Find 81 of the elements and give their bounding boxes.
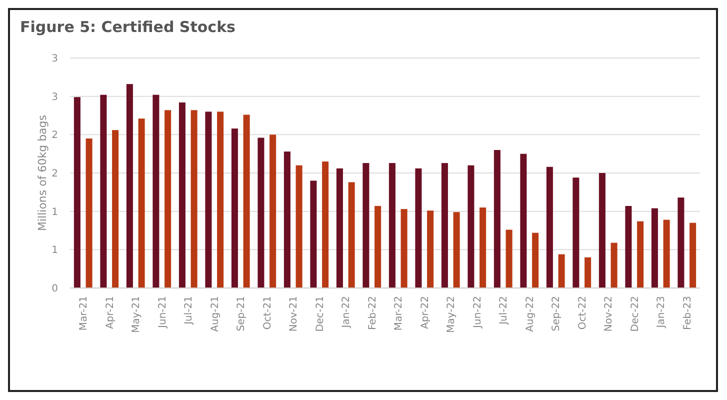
bar (164, 110, 172, 288)
bar (453, 212, 460, 288)
bar (663, 220, 670, 288)
bar (284, 152, 290, 288)
bar (112, 130, 119, 288)
bar (637, 221, 644, 288)
x-tick-label: May-21 (131, 296, 142, 333)
bar (258, 138, 264, 288)
bar (374, 206, 382, 288)
bar (598, 173, 606, 288)
x-tick-label: Oct-22 (577, 296, 588, 330)
x-tick-label: Dec-22 (630, 296, 641, 332)
x-tick-label: Nov-22 (604, 296, 615, 332)
bar (152, 94, 160, 288)
x-tick-label: Jan-23 (656, 296, 668, 329)
x-tick-label: Nov-21 (288, 296, 300, 332)
x-tick-label: Oct-21 (262, 296, 274, 330)
x-tick-label: Feb-23 (682, 296, 694, 330)
bar (468, 165, 474, 288)
x-tick-label: Jun-21 (157, 296, 168, 329)
bar (678, 198, 684, 288)
bar (348, 182, 355, 288)
bar (336, 168, 343, 288)
bar (388, 163, 396, 288)
y-tick-label: 1 (52, 245, 58, 256)
bar (480, 208, 486, 288)
bar (625, 206, 632, 288)
bar (427, 210, 434, 288)
bar (86, 138, 92, 288)
bar (494, 150, 500, 288)
bar (296, 165, 302, 288)
bar (690, 222, 696, 288)
bar (322, 162, 329, 288)
y-axis-title: Millions of 60kg bags (36, 114, 49, 232)
x-tick-label: Aug-21 (210, 296, 221, 332)
y-tick-label: 2 (52, 130, 58, 142)
x-tick-label: Dec-21 (314, 296, 326, 332)
bar (310, 180, 317, 288)
chart-title: Figure 5: Certified Stocks (20, 18, 236, 36)
bar (178, 102, 186, 288)
bar (190, 110, 198, 288)
x-tick-label: Jun-22 (472, 296, 484, 329)
bar (506, 230, 512, 288)
bar (572, 178, 580, 288)
bar (270, 134, 276, 288)
bar (610, 242, 618, 288)
x-tick-label: Aug-22 (524, 296, 536, 332)
x-tick-label: Apr-22 (420, 296, 431, 329)
bar (231, 128, 238, 288)
bar (532, 232, 539, 288)
y-tick-label: 3 (52, 54, 58, 64)
bar (205, 112, 212, 288)
bar (362, 163, 370, 288)
bar (126, 84, 133, 288)
bar (651, 208, 658, 288)
bar (558, 254, 565, 288)
y-tick-label: 2 (52, 168, 58, 180)
y-tick-label: 3 (52, 92, 58, 103)
x-tick-label: Sep-21 (236, 296, 248, 332)
bar (546, 166, 553, 288)
x-tick-label: Apr-21 (104, 296, 116, 329)
y-tick-label: 0 (52, 284, 58, 294)
x-tick-label: Jul-21 (184, 296, 195, 326)
x-tick-label: Jan-22 (341, 296, 352, 329)
bar (243, 114, 250, 288)
bar (520, 154, 527, 288)
x-tick-label: Mar-22 (394, 296, 405, 331)
x-tick-label: Feb-22 (367, 296, 378, 330)
bar (441, 163, 448, 288)
bar (400, 209, 408, 288)
x-tick-label: Sep-22 (551, 296, 562, 332)
y-tick-label: 1 (52, 206, 58, 218)
bar (74, 97, 80, 288)
bar (415, 168, 422, 288)
bar (100, 94, 107, 288)
bar (584, 257, 592, 288)
x-tick-label: Jul-22 (498, 296, 510, 326)
x-tick-label: Mar-21 (78, 296, 90, 331)
bar (217, 112, 224, 288)
bar (138, 118, 145, 288)
x-tick-label: May-22 (446, 296, 458, 333)
